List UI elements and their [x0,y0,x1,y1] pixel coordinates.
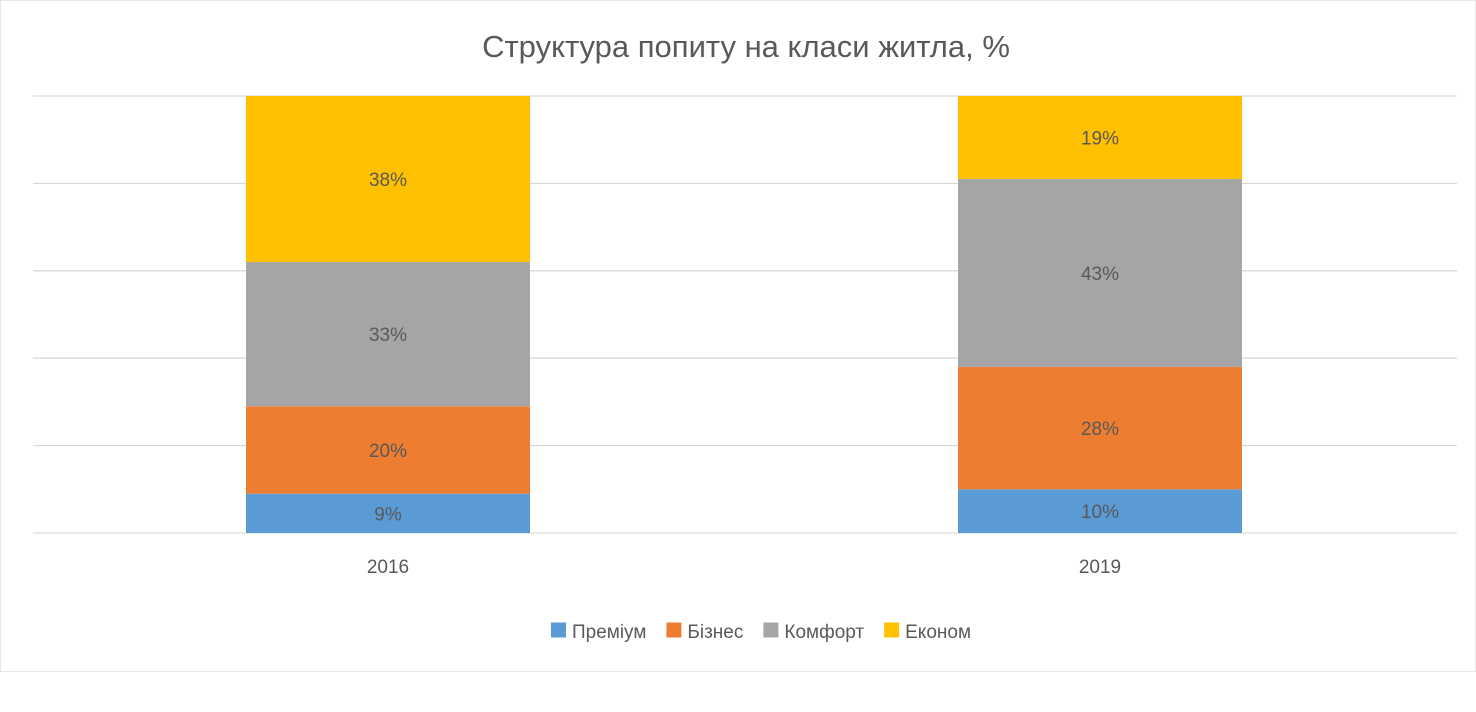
data-label: 20% [369,441,407,462]
legend-swatch [884,622,900,638]
legend-label: Преміум [572,622,646,643]
data-label: 10% [1081,502,1119,523]
x-tick-label: 2016 [367,557,409,578]
legend-item[interactable]: Преміум [550,622,646,643]
bar-segment-2016-Бізнес[interactable] [246,406,530,494]
bar-segment-2016-Преміум[interactable] [246,493,530,533]
data-label: 33% [369,325,407,346]
x-tick-label: 2019 [1079,557,1121,578]
legend[interactable]: Преміум Бізнес Комфорт Економ [550,622,971,643]
chart-title: Структура попиту на класи житла, % [482,29,1010,64]
data-label: 19% [1081,129,1119,150]
data-label: 38% [369,170,407,191]
data-label: 43% [1081,264,1119,285]
legend-item[interactable]: Бізнес [666,622,743,643]
legend-swatch [763,622,779,638]
legend-label: Комфорт [784,622,864,643]
bar-segment-2019-Економ[interactable] [958,96,1242,180]
bar-segment-2016-Комфорт[interactable] [246,262,530,407]
data-labels: 9% 20% 33% 38% 10% 28% 43% 19% [369,129,1119,526]
data-label: 28% [1081,419,1119,440]
bar-segment-2019-Преміум[interactable] [958,489,1242,533]
legend-item[interactable]: Комфорт [763,622,864,643]
bars [246,96,1242,533]
data-label: 9% [374,504,402,525]
stacked-bar-chart: Структура попиту на класи житла, % 9% 20%… [33,29,1457,643]
x-axis: 2016 2019 [367,557,1121,578]
bar-segment-2019-Бізнес[interactable] [958,366,1242,490]
legend-label: Економ [905,622,971,643]
chart-area: Структура попиту на класи житла, % 9% 20%… [0,0,1476,672]
legend-swatch [666,622,682,638]
bar-segment-2019-Комфорт[interactable] [958,179,1242,367]
legend-label: Бізнес [687,622,743,643]
bar-segment-2016-Економ[interactable] [246,96,530,263]
legend-swatch [550,622,566,638]
legend-item[interactable]: Економ [884,622,971,643]
